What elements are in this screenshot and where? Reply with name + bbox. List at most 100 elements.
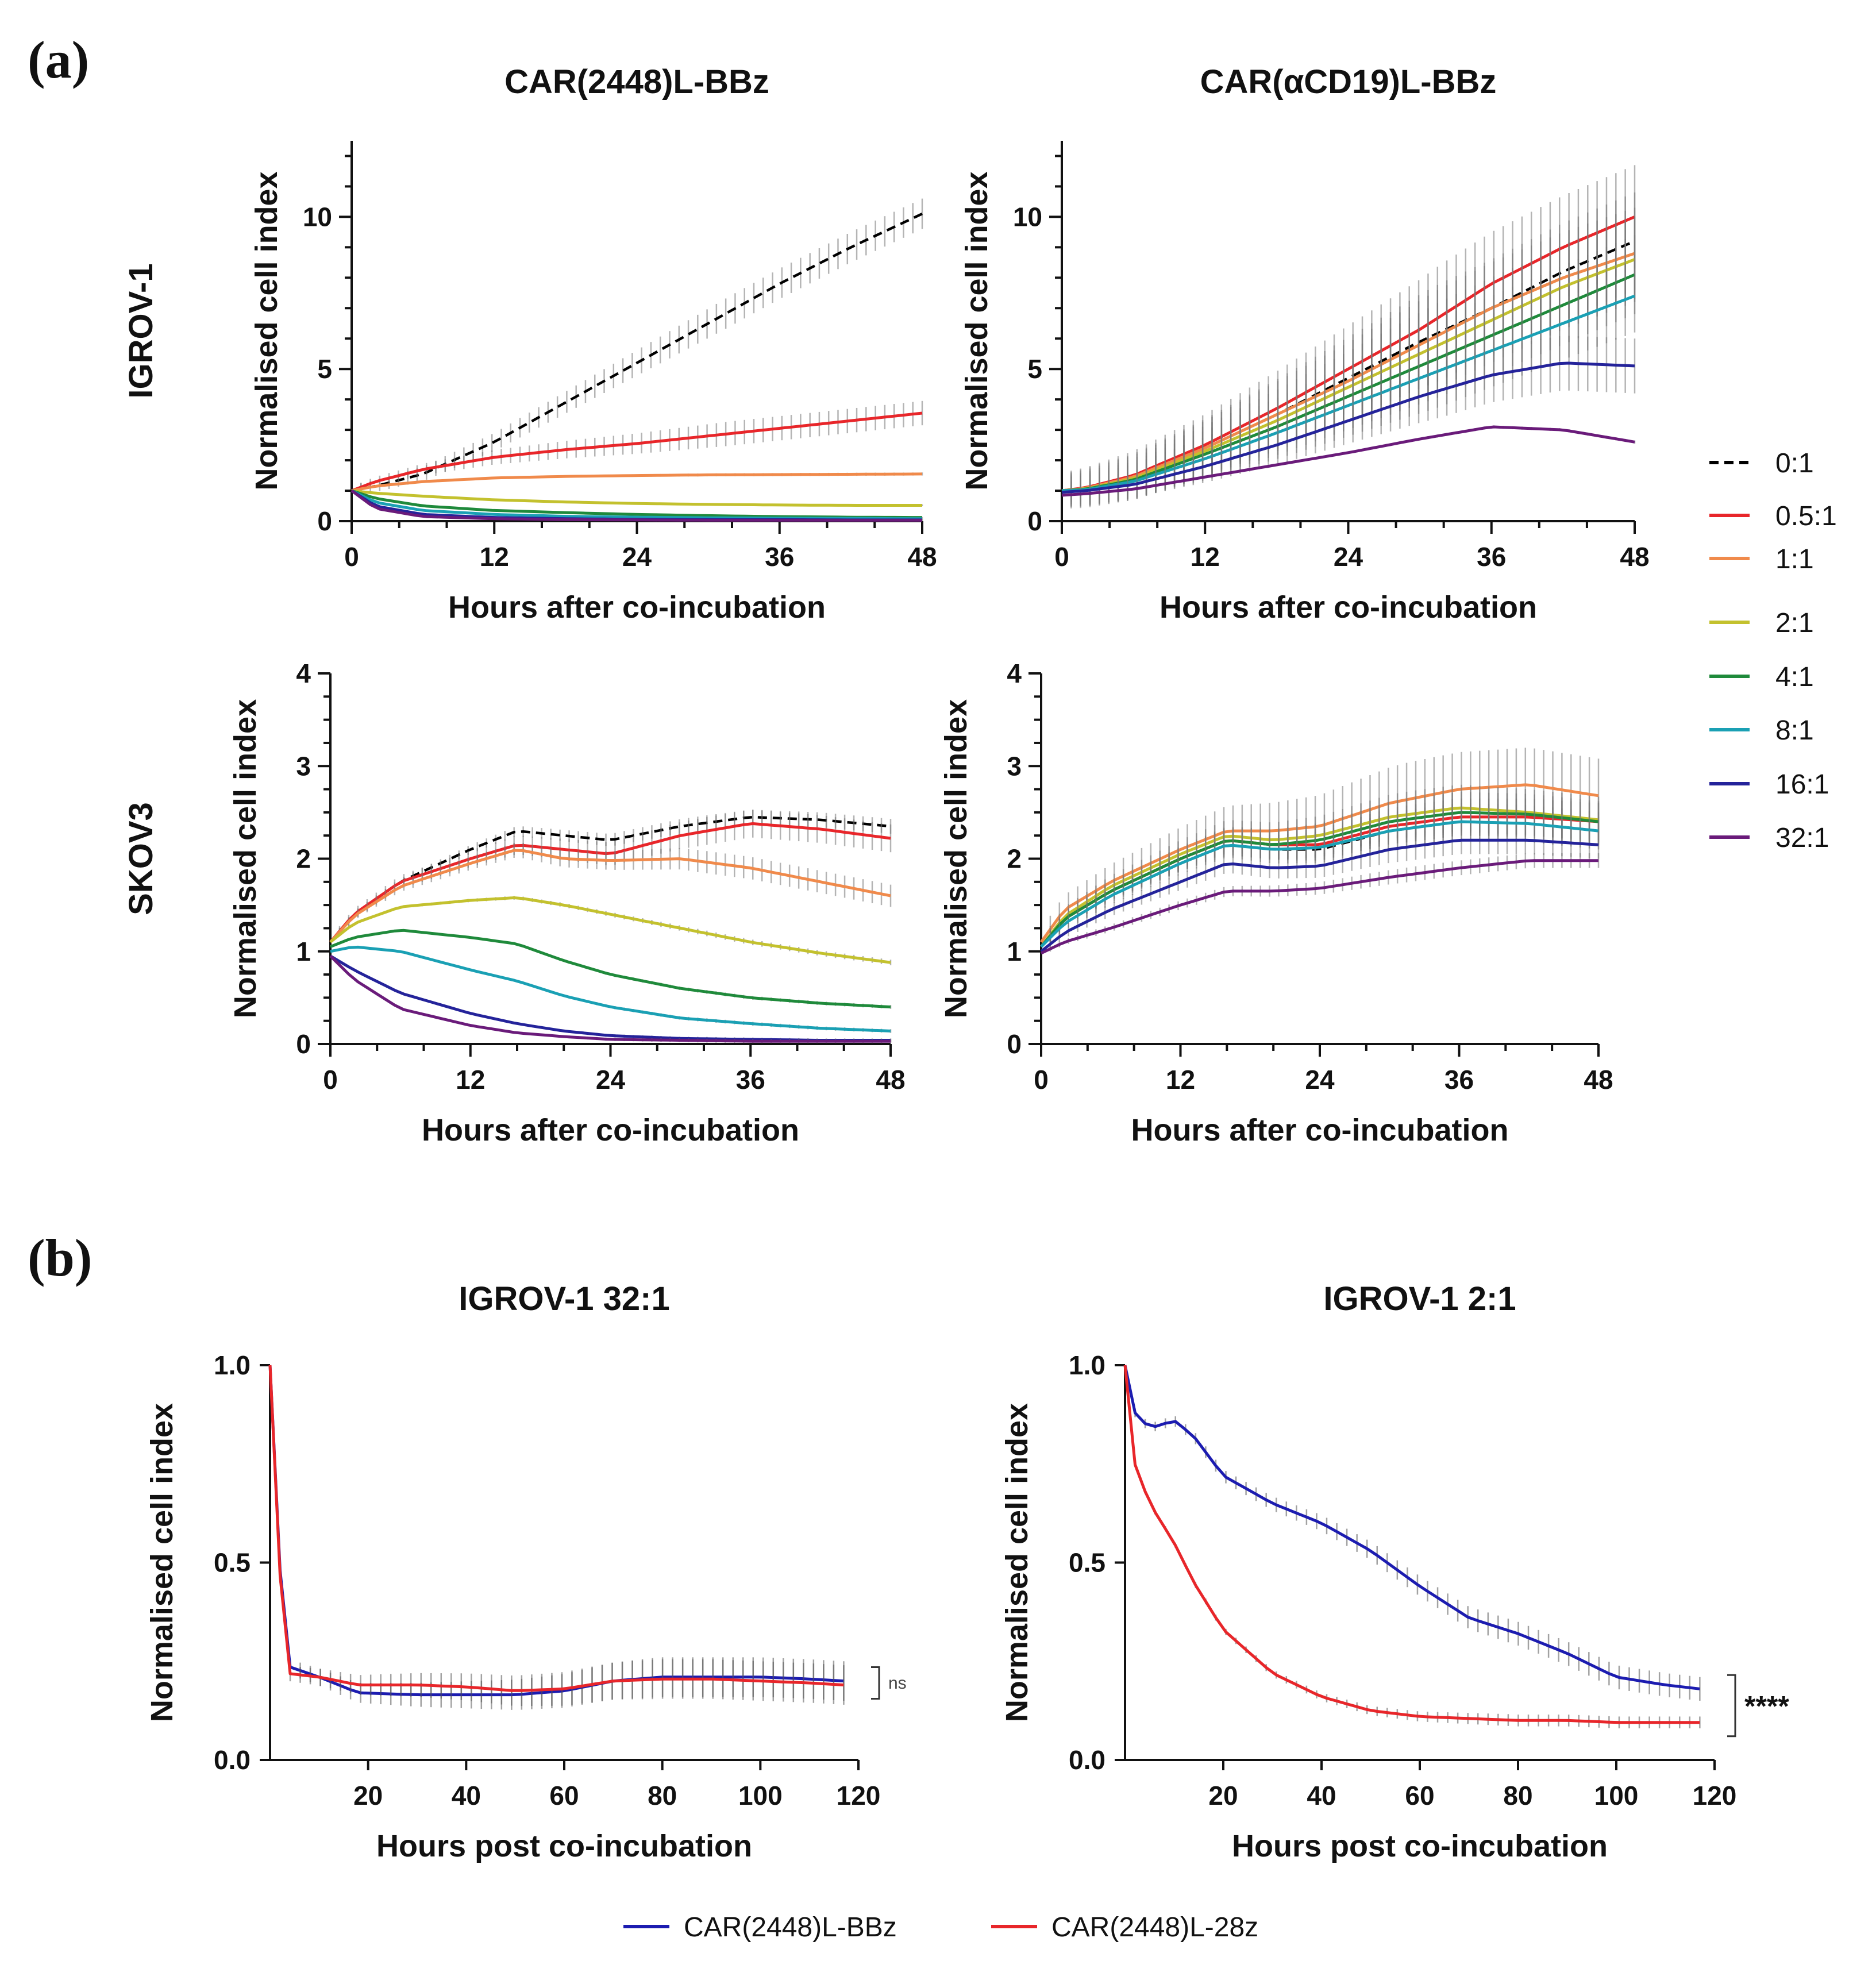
x-tick-label: 24 — [1305, 1065, 1335, 1095]
series-line-1-1 — [1039, 783, 1599, 943]
y-tick-label: 0.5 — [214, 1548, 251, 1578]
x-tick-label: 20 — [1208, 1781, 1238, 1810]
series-line-32-1 — [350, 489, 922, 522]
plot-title: CAR(2448)L-BBz — [504, 63, 769, 101]
x-tick-label: 40 — [452, 1781, 481, 1810]
legend-label: 0:1 — [1775, 448, 1814, 479]
bottom-legend: CAR(2448)L-BBz CAR(2448)L-28z — [623, 1912, 1258, 1943]
y-tick-label: 10 — [303, 202, 332, 232]
x-tick-label: 36 — [1444, 1065, 1474, 1095]
series-line-2-1 — [1061, 258, 1635, 492]
series-line-2-1 — [1040, 806, 1599, 948]
x-tick-label: 36 — [1477, 542, 1506, 572]
ratio-legend: 0:1 0.5:1 1:1 2:1 4:1 8:1 16:1 32:1 — [1709, 448, 1837, 853]
plot-title: CAR(αCD19)L-BBz — [1200, 63, 1497, 101]
y-tick-label: 4 — [1007, 658, 1022, 688]
y-axis-label: Normalised cell index — [249, 171, 284, 490]
series-line-4-1 — [1061, 273, 1635, 492]
x-tick-label: 0 — [344, 542, 359, 572]
x-tick-label: 120 — [837, 1781, 881, 1810]
series-line-16-1 — [1061, 361, 1635, 494]
x-tick-label: 12 — [1166, 1065, 1195, 1095]
y-tick-label: 0 — [296, 1029, 311, 1059]
series-line-0-5-1 — [1061, 215, 1635, 492]
panel-b-label: (b) — [28, 1228, 92, 1287]
x-axis-label: Hours post co-incubation — [376, 1829, 752, 1863]
x-tick-label: 24 — [596, 1065, 626, 1095]
y-axis-label: Normalised cell index — [1000, 1403, 1034, 1722]
y-axis-label: Normalised cell index — [960, 171, 994, 490]
y-tick-label: 1.0 — [214, 1350, 251, 1380]
x-tick-label: 120 — [1693, 1781, 1737, 1810]
x-axis-label: Hours post co-incubation — [1232, 1829, 1608, 1863]
plot-igrov1-32-1: IGROV-1 32:1 20 40 60 80 100 120 0.0 0.5 1.0 Hours… — [145, 1280, 907, 1863]
significance-bracket — [871, 1666, 880, 1700]
x-tick-label: 60 — [549, 1781, 579, 1810]
series-line-0-1 — [329, 815, 891, 943]
x-tick-label: 12 — [1191, 542, 1220, 572]
y-axis-label: Normalised cell index — [939, 699, 973, 1018]
series-line-0-1 — [351, 213, 923, 492]
y-tick-label: 1 — [296, 937, 311, 966]
x-tick-label: 20 — [353, 1781, 383, 1810]
y-tick-label: 3 — [296, 751, 311, 781]
series-line-1-1 — [1061, 252, 1635, 492]
y-tick-label: 0 — [317, 506, 332, 536]
series-line-0-5-1 — [351, 411, 923, 492]
plot-igrov1-2-1: IGROV-1 2:1 20 40 60 80 100 120 0.0 0.5 1.0 Hours … — [1000, 1280, 1789, 1863]
x-tick-label: 80 — [1503, 1781, 1532, 1810]
legend-label: 16:1 — [1775, 769, 1829, 800]
y-tick-label: 2 — [296, 844, 311, 874]
legend-label: 1:1 — [1775, 544, 1814, 575]
y-tick-label: 0.5 — [1069, 1548, 1105, 1578]
series-line-8-1 — [330, 945, 891, 1033]
x-tick-label: 12 — [480, 542, 509, 572]
x-tick-label: 0 — [1054, 542, 1069, 572]
x-tick-label: 100 — [738, 1781, 783, 1810]
y-tick-label: 1.0 — [1069, 1350, 1105, 1380]
y-tick-label: 0 — [1027, 506, 1042, 536]
significance-bracket — [1727, 1674, 1736, 1738]
series-line-2-1 — [351, 489, 922, 507]
series-line-8-1 — [1061, 294, 1635, 492]
x-tick-label: 36 — [765, 542, 794, 572]
x-tick-label: 36 — [736, 1065, 765, 1095]
plot-igrov1-car2448: CAR(2448)L-BBz IGROV-1 0 12 24 36 48 0 5 10 Hours … — [122, 63, 937, 625]
significance-label: **** — [1744, 1690, 1789, 1723]
row-label: SKOV3 — [122, 802, 160, 915]
y-tick-label: 5 — [1027, 354, 1042, 384]
legend-label: 8:1 — [1775, 715, 1814, 746]
x-tick-label: 48 — [907, 542, 937, 572]
series-line-2-1 — [329, 896, 891, 964]
series-line-car-2448-l-28z — [1123, 1365, 1700, 1724]
y-tick-label: 2 — [1007, 844, 1022, 874]
y-tick-label: 4 — [296, 658, 311, 688]
x-tick-label: 48 — [1584, 1065, 1613, 1095]
plot-title: IGROV-1 2:1 — [1323, 1280, 1516, 1318]
x-tick-label: 24 — [622, 542, 652, 572]
row-label: IGROV-1 — [122, 263, 160, 398]
y-tick-label: 0.0 — [1069, 1745, 1105, 1775]
plot-igrov1-cd19: CAR(αCD19)L-BBz 0 12 24 36 48 0 5 10 Hours after … — [960, 63, 1650, 625]
y-tick-label: 10 — [1013, 202, 1042, 232]
series-line-32-1 — [329, 955, 891, 1043]
series-line-car-2448-l-bbz — [268, 1365, 844, 1697]
x-tick-label: 80 — [648, 1781, 677, 1810]
series-line-8-1 — [350, 489, 923, 521]
series-line-0-5-1 — [329, 822, 891, 943]
x-tick-label: 12 — [456, 1065, 485, 1095]
legend-label: CAR(2448)L-BBz — [684, 1912, 897, 1943]
x-tick-label: 48 — [1620, 542, 1649, 572]
legend-label: 0.5:1 — [1775, 501, 1837, 531]
series-line-car-2448-l-28z — [268, 1365, 844, 1692]
plot-title: IGROV-1 32:1 — [459, 1280, 669, 1318]
y-tick-label: 0 — [1007, 1029, 1022, 1059]
y-axis-label: Normalised cell index — [228, 699, 263, 1018]
y-axis-label: Normalised cell index — [145, 1403, 179, 1722]
series-line-car-2448-l-bbz — [1123, 1365, 1700, 1690]
series-line-4-1 — [1040, 811, 1599, 948]
series-line-8-1 — [1040, 820, 1599, 948]
legend-label: 2:1 — [1775, 608, 1814, 638]
